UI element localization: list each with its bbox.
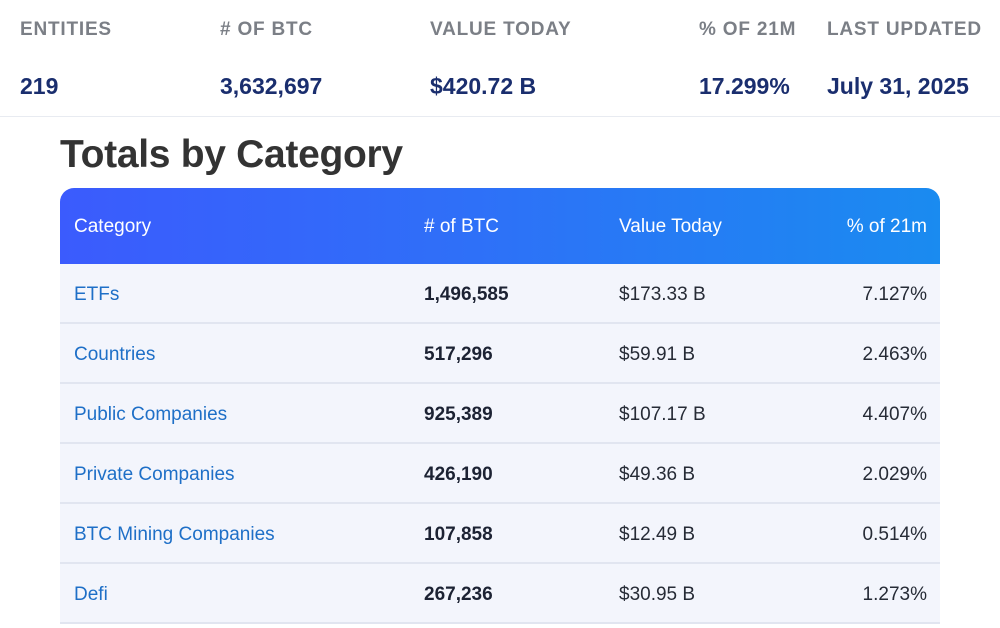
table-row: Countries 517,296 $59.91 B 2.463% xyxy=(60,324,940,384)
stats-bar: ENTITIES 219 # OF BTC 3,632,697 VALUE TO… xyxy=(0,0,1000,117)
header-pct-21m[interactable]: % of 21m xyxy=(846,216,927,237)
stat-value-today-label: VALUE TODAY xyxy=(430,19,572,40)
stat-pct-21m-label: % OF 21M xyxy=(699,19,797,40)
row-value: $107.17 B xyxy=(619,404,706,425)
header-btc[interactable]: # of BTC xyxy=(424,216,499,237)
section-title: Totals by Category xyxy=(60,133,403,176)
row-btc: 1,496,585 xyxy=(424,284,509,305)
table-row: ETFs 1,496,585 $173.33 B 7.127% xyxy=(60,264,940,324)
stat-pct-21m-value: 17.299% xyxy=(699,73,790,99)
stat-entities-label: ENTITIES xyxy=(20,19,112,40)
row-pct: 2.463% xyxy=(862,344,927,365)
row-value: $59.91 B xyxy=(619,344,696,365)
category-link-defi[interactable]: Defi xyxy=(74,584,108,605)
row-btc: 925,389 xyxy=(424,404,493,425)
row-btc: 107,858 xyxy=(424,524,493,545)
row-value: $49.36 B xyxy=(619,464,696,485)
category-link-btc-mining-companies[interactable]: BTC Mining Companies xyxy=(74,524,275,545)
row-pct: 0.514% xyxy=(862,524,927,545)
stat-btc-label: # OF BTC xyxy=(220,19,313,40)
stat-entities-value: 219 xyxy=(20,73,59,99)
table-row: Private Companies 426,190 $49.36 B 2.029… xyxy=(60,444,940,504)
row-pct: 7.127% xyxy=(862,284,927,305)
header-category[interactable]: Category xyxy=(74,216,152,237)
stat-value-today-value: $420.72 B xyxy=(430,73,537,99)
row-value: $173.33 B xyxy=(619,284,706,305)
table-row: BTC Mining Companies 107,858 $12.49 B 0.… xyxy=(60,504,940,564)
category-link-etfs[interactable]: ETFs xyxy=(74,284,120,305)
row-btc: 426,190 xyxy=(424,464,493,485)
category-link-countries[interactable]: Countries xyxy=(74,344,156,365)
stat-last-updated-value: July 31, 2025 xyxy=(827,73,969,99)
row-pct: 4.407% xyxy=(862,404,927,425)
stat-last-updated-label: LAST UPDATED xyxy=(827,19,982,40)
row-value: $30.95 B xyxy=(619,584,696,605)
table-row: Public Companies 925,389 $107.17 B 4.407… xyxy=(60,384,940,444)
table-row: Defi 267,236 $30.95 B 1.273% xyxy=(60,564,940,624)
row-btc: 267,236 xyxy=(424,584,493,605)
row-pct: 1.273% xyxy=(862,584,927,605)
table-header: Category # of BTC Value Today % of 21m xyxy=(60,188,940,264)
row-pct: 2.029% xyxy=(862,464,927,485)
stat-btc-value: 3,632,697 xyxy=(220,73,323,99)
category-table: Category # of BTC Value Today % of 21m E… xyxy=(60,188,940,628)
category-link-public-companies[interactable]: Public Companies xyxy=(74,404,228,425)
row-value: $12.49 B xyxy=(619,524,696,545)
row-btc: 517,296 xyxy=(424,344,493,365)
header-value-today[interactable]: Value Today xyxy=(619,216,722,237)
category-link-private-companies[interactable]: Private Companies xyxy=(74,464,235,485)
